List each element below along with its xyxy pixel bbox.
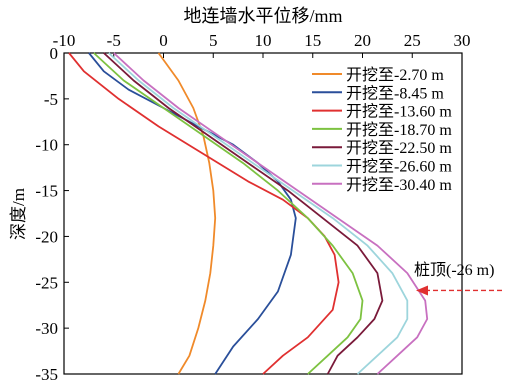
annotation-label: 桩顶(-26 m) (414, 261, 494, 279)
x-tick-label: -10 (53, 31, 76, 50)
series-line-1 (157, 52, 217, 375)
series-line-2 (88, 52, 297, 375)
x-tick-label: 25 (404, 31, 421, 50)
legend-label: 开挖至-8.45 m (346, 84, 444, 102)
x-tick-label: 30 (454, 31, 471, 50)
y-tick-label: -25 (35, 273, 58, 292)
legend-label: 开挖至-30.40 m (346, 176, 452, 194)
y-tick-label: -5 (44, 90, 58, 109)
plot-area: -10 -5 0 5 10 15 20 25 30 0 -5 -10 -15 -20 -25 -30 -35 开挖… (35, 31, 502, 381)
legend-label: 开挖至-18.70 m (346, 121, 452, 139)
series-line-3 (68, 52, 340, 375)
y-tick-label: -30 (35, 319, 58, 338)
series-line-7 (113, 52, 429, 375)
annotation-arrowhead (416, 285, 428, 296)
legend-label: 开挖至-22.50 m (346, 139, 452, 157)
x-tick-label: 15 (304, 31, 321, 50)
x-axis-title: 地连墙水平位移/mm (183, 6, 342, 26)
y-tick-label: -35 (35, 365, 58, 381)
y-axis-title: 深度/m (9, 188, 28, 240)
y-tick-label: -10 (35, 136, 58, 155)
y-tick-label: -15 (35, 182, 58, 201)
series-line-5 (103, 52, 384, 375)
legend-label: 开挖至-13.60 m (346, 103, 452, 121)
series-line-4 (93, 52, 364, 375)
legend-label: 开挖至-26.60 m (346, 158, 452, 176)
legend-label: 开挖至-2.70 m (346, 66, 444, 84)
x-tick-label: -5 (107, 31, 121, 50)
x-tick-label: 0 (159, 31, 168, 50)
x-tick-label: 10 (255, 31, 272, 50)
x-tick-label: 5 (209, 31, 218, 50)
x-tick-label: 20 (354, 31, 371, 50)
y-tick-label: -20 (35, 227, 58, 246)
series-line-6 (108, 52, 409, 375)
y-tick-label: 0 (50, 44, 59, 63)
